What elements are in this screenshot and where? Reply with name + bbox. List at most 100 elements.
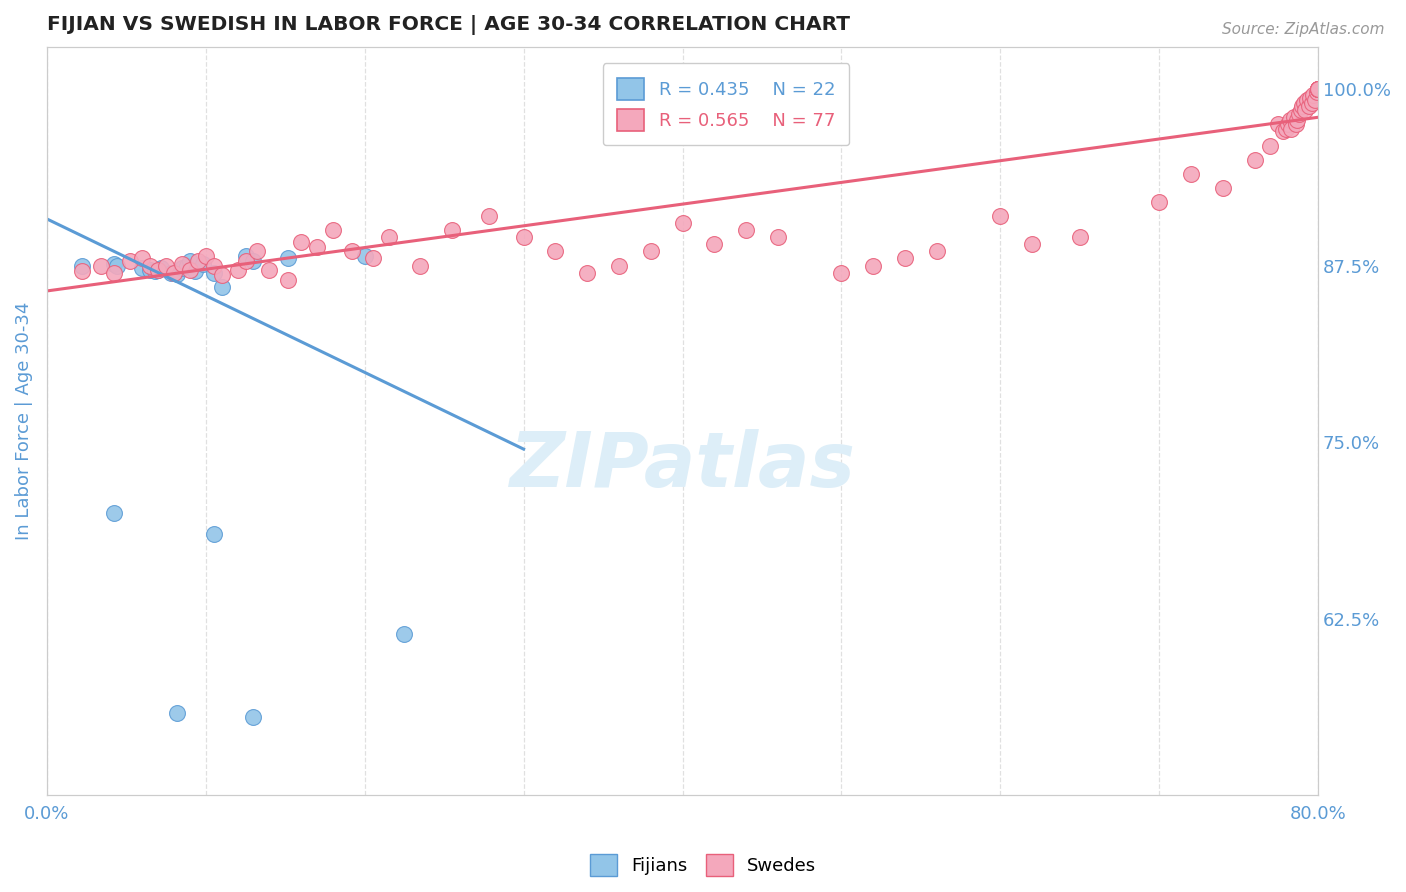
Legend: Fijians, Swedes: Fijians, Swedes: [582, 847, 824, 883]
Point: [1279, 121, 1302, 136]
Point: [187, 254, 209, 268]
Point: [194, 249, 217, 263]
Point: [1303, 93, 1326, 107]
Point: [671, 216, 693, 230]
Point: [1272, 124, 1295, 138]
Point: [1180, 167, 1202, 181]
Point: [1212, 181, 1234, 195]
Point: [1021, 237, 1043, 252]
Point: [1308, 82, 1330, 96]
Point: [377, 230, 399, 244]
Point: [1278, 113, 1301, 128]
Point: [103, 257, 125, 271]
Point: [1292, 96, 1315, 111]
Point: [131, 252, 153, 266]
Point: [1147, 194, 1170, 209]
Point: [1308, 82, 1330, 96]
Point: [166, 706, 188, 721]
Point: [70, 264, 93, 278]
Point: [1299, 90, 1322, 104]
Point: [211, 268, 233, 283]
Point: [211, 279, 233, 293]
Point: [118, 254, 141, 268]
Point: [305, 240, 328, 254]
Point: [766, 230, 789, 244]
Point: [277, 252, 299, 266]
Point: [1308, 82, 1330, 96]
Point: [1275, 121, 1298, 136]
Point: [1308, 82, 1330, 96]
Point: [150, 261, 173, 276]
Point: [1301, 96, 1323, 111]
Point: [1284, 110, 1306, 124]
Point: [103, 506, 125, 520]
Point: [576, 266, 599, 280]
Point: [170, 261, 193, 276]
Point: [70, 259, 93, 273]
Point: [1294, 103, 1316, 118]
Point: [607, 259, 630, 273]
Point: [409, 259, 432, 273]
Point: [179, 262, 201, 277]
Point: [160, 266, 183, 280]
Point: [1260, 138, 1282, 153]
Point: [322, 223, 344, 237]
Point: [1286, 113, 1309, 128]
Point: [179, 254, 201, 268]
Point: [277, 273, 299, 287]
Point: [830, 266, 852, 280]
Point: [1298, 99, 1320, 113]
Text: FIJIAN VS SWEDISH IN LABOR FORCE | AGE 30-34 CORRELATION CHART: FIJIAN VS SWEDISH IN LABOR FORCE | AGE 3…: [46, 15, 849, 35]
Text: Source: ZipAtlas.com: Source: ZipAtlas.com: [1222, 22, 1385, 37]
Point: [1302, 87, 1324, 102]
Point: [163, 266, 186, 280]
Point: [202, 266, 225, 280]
Point: [1288, 107, 1310, 121]
Point: [640, 244, 662, 259]
Point: [1285, 117, 1308, 131]
Point: [155, 259, 177, 273]
Legend: R = 0.435    N = 22, R = 0.565    N = 77: R = 0.435 N = 22, R = 0.565 N = 77: [603, 63, 849, 145]
Point: [703, 237, 725, 252]
Point: [131, 261, 153, 276]
Point: [259, 262, 281, 277]
Point: [925, 244, 948, 259]
Point: [242, 710, 264, 724]
Point: [183, 264, 205, 278]
Point: [1243, 153, 1265, 167]
Point: [441, 223, 464, 237]
Point: [340, 244, 363, 259]
Point: [512, 230, 534, 244]
Point: [139, 262, 162, 277]
Point: [1277, 117, 1299, 131]
Point: [103, 266, 125, 280]
Point: [735, 223, 758, 237]
Point: [1308, 82, 1330, 96]
Point: [894, 252, 917, 266]
Point: [1305, 85, 1327, 99]
Point: [146, 262, 169, 277]
Point: [202, 526, 225, 541]
Point: [105, 259, 128, 273]
Point: [1267, 117, 1289, 131]
Point: [166, 267, 188, 281]
Point: [1069, 230, 1091, 244]
Point: [1296, 93, 1319, 107]
Text: ZIPatlas: ZIPatlas: [509, 429, 855, 503]
Point: [170, 257, 193, 271]
Point: [353, 249, 375, 263]
Y-axis label: In Labor Force | Age 30-34: In Labor Force | Age 30-34: [15, 301, 32, 540]
Point: [1289, 103, 1312, 118]
Point: [394, 627, 416, 641]
Point: [139, 259, 162, 273]
Point: [988, 209, 1011, 223]
Point: [862, 259, 884, 273]
Point: [242, 254, 264, 268]
Point: [1291, 99, 1313, 113]
Point: [290, 235, 312, 249]
Point: [146, 262, 169, 277]
Point: [361, 252, 384, 266]
Point: [202, 259, 225, 273]
Point: [90, 259, 112, 273]
Point: [1308, 82, 1330, 96]
